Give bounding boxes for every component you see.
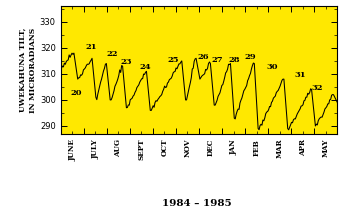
- Text: 26: 26: [198, 53, 209, 61]
- Text: 29: 29: [245, 53, 256, 61]
- Text: 25: 25: [167, 56, 179, 64]
- Text: JUNE: JUNE: [68, 139, 76, 161]
- Text: JAN: JAN: [229, 139, 238, 155]
- Text: 24: 24: [139, 63, 151, 71]
- Y-axis label: UWEKAHUNA TILT,
IN MICRORADIANS: UWEKAHUNA TILT, IN MICRORADIANS: [19, 27, 37, 113]
- Text: 27: 27: [211, 56, 223, 64]
- Text: SEPT: SEPT: [137, 139, 145, 160]
- Text: FEB: FEB: [253, 139, 261, 156]
- Text: 22: 22: [106, 50, 118, 58]
- Text: APR: APR: [299, 139, 307, 156]
- Text: 1984 – 1985: 1984 – 1985: [162, 199, 232, 208]
- Text: 31: 31: [294, 71, 306, 79]
- Text: DEC: DEC: [207, 139, 215, 156]
- Text: AUG: AUG: [114, 139, 122, 157]
- Text: 23: 23: [120, 58, 131, 66]
- Text: 20: 20: [70, 89, 82, 97]
- Text: 32: 32: [311, 84, 322, 92]
- Text: 21: 21: [85, 42, 97, 51]
- Text: MAY: MAY: [322, 139, 330, 157]
- Text: 28: 28: [228, 56, 240, 64]
- Text: NOV: NOV: [183, 139, 191, 157]
- Text: JULY: JULY: [91, 139, 99, 159]
- Text: 30: 30: [267, 63, 278, 71]
- Text: MAR: MAR: [276, 139, 284, 158]
- Text: OCT: OCT: [160, 139, 169, 156]
